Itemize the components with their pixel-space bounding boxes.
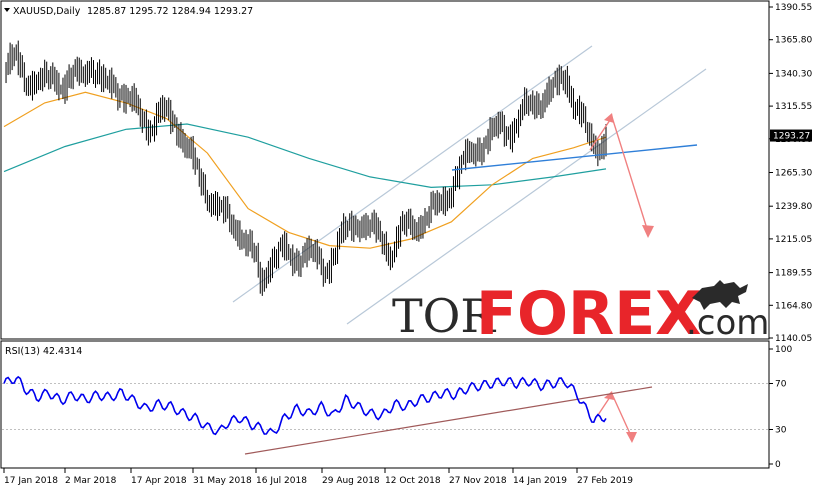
time-tick-label: 2 Mar 2018 [65, 476, 117, 486]
rsi-tick-label: 70 [775, 380, 787, 390]
arrow-rsi-head-down [626, 432, 637, 443]
watermark-forex: FOREX [476, 279, 701, 349]
main-panel-frame [0, 0, 770, 340]
price-tick-label: 1164.80 [775, 301, 812, 311]
time-tick-label: 27 Nov 2018 [449, 476, 507, 486]
price-tick-label: 1315.55 [775, 102, 812, 112]
rsi-axis: 100 70 30 0 [769, 345, 792, 470]
time-axis: 17 Jan 2018 2 Mar 2018 17 Apr 2018 31 May 2… [3, 468, 633, 486]
price-tick-label: 1265.30 [775, 169, 812, 179]
price-tick-label: 1215.05 [775, 235, 812, 245]
arrow-head-up [604, 113, 614, 123]
symbol-label: XAUUSD,Daily [13, 6, 81, 17]
ma-slow-path [3, 123, 607, 189]
collapse-arrow-icon[interactable] [4, 8, 10, 12]
bull-logo-icon [692, 280, 748, 310]
rsi-path [3, 375, 607, 436]
price-tick-label: 1140.05 [775, 334, 812, 344]
time-tick-label: 31 May 2018 [193, 476, 252, 486]
support-line [451, 144, 698, 171]
watermark-com: .com [686, 303, 769, 343]
price-tick-label: 1365.80 [775, 36, 812, 46]
ma-slow-line [3, 123, 607, 189]
candles [5, 40, 607, 296]
rsi-trend-line [244, 386, 653, 455]
price-tick-label: 1239.80 [775, 202, 812, 212]
time-tick-label: 29 Aug 2018 [322, 476, 380, 486]
arrow-head-down [642, 225, 654, 238]
time-tick-label: 16 Jul 2018 [256, 476, 307, 486]
price-axis: 1390.551365.801340.301315.551290.801265.… [769, 3, 812, 344]
time-tick-label: 12 Oct 2018 [385, 476, 441, 486]
watermark-tor: TOR [392, 289, 496, 343]
current-price-label: 1293.27 [773, 132, 810, 142]
support-trend [451, 144, 698, 171]
rsi-line [2, 375, 768, 455]
time-tick-label: 17 Jan 2018 [4, 476, 58, 486]
channel-lower [346, 68, 707, 325]
rsi-header: RSI(13) 42.4314 [5, 346, 82, 357]
chart-header: XAUUSD,Daily 1285.87 1295.72 1284.94 129… [4, 6, 253, 17]
time-tick-label: 17 Apr 2018 [131, 476, 187, 486]
price-tick-label: 1390.55 [775, 3, 812, 13]
ohlc-label: 1285.87 1295.72 1284.94 1293.27 [87, 6, 253, 17]
rsi-tick-label: 100 [775, 345, 792, 355]
price-tick-label: 1340.30 [775, 69, 812, 79]
watermark: TOR FOREX .com [392, 279, 769, 349]
time-tick-label: 14 Jan 2019 [513, 476, 567, 486]
time-tick-label: 27 Feb 2019 [577, 476, 633, 486]
current-price-badge: 1293.27 [770, 129, 812, 142]
price-tick-label: 1189.55 [775, 269, 812, 279]
rsi-tick-label: 30 [775, 426, 787, 436]
rsi-tick-label: 0 [775, 460, 781, 470]
